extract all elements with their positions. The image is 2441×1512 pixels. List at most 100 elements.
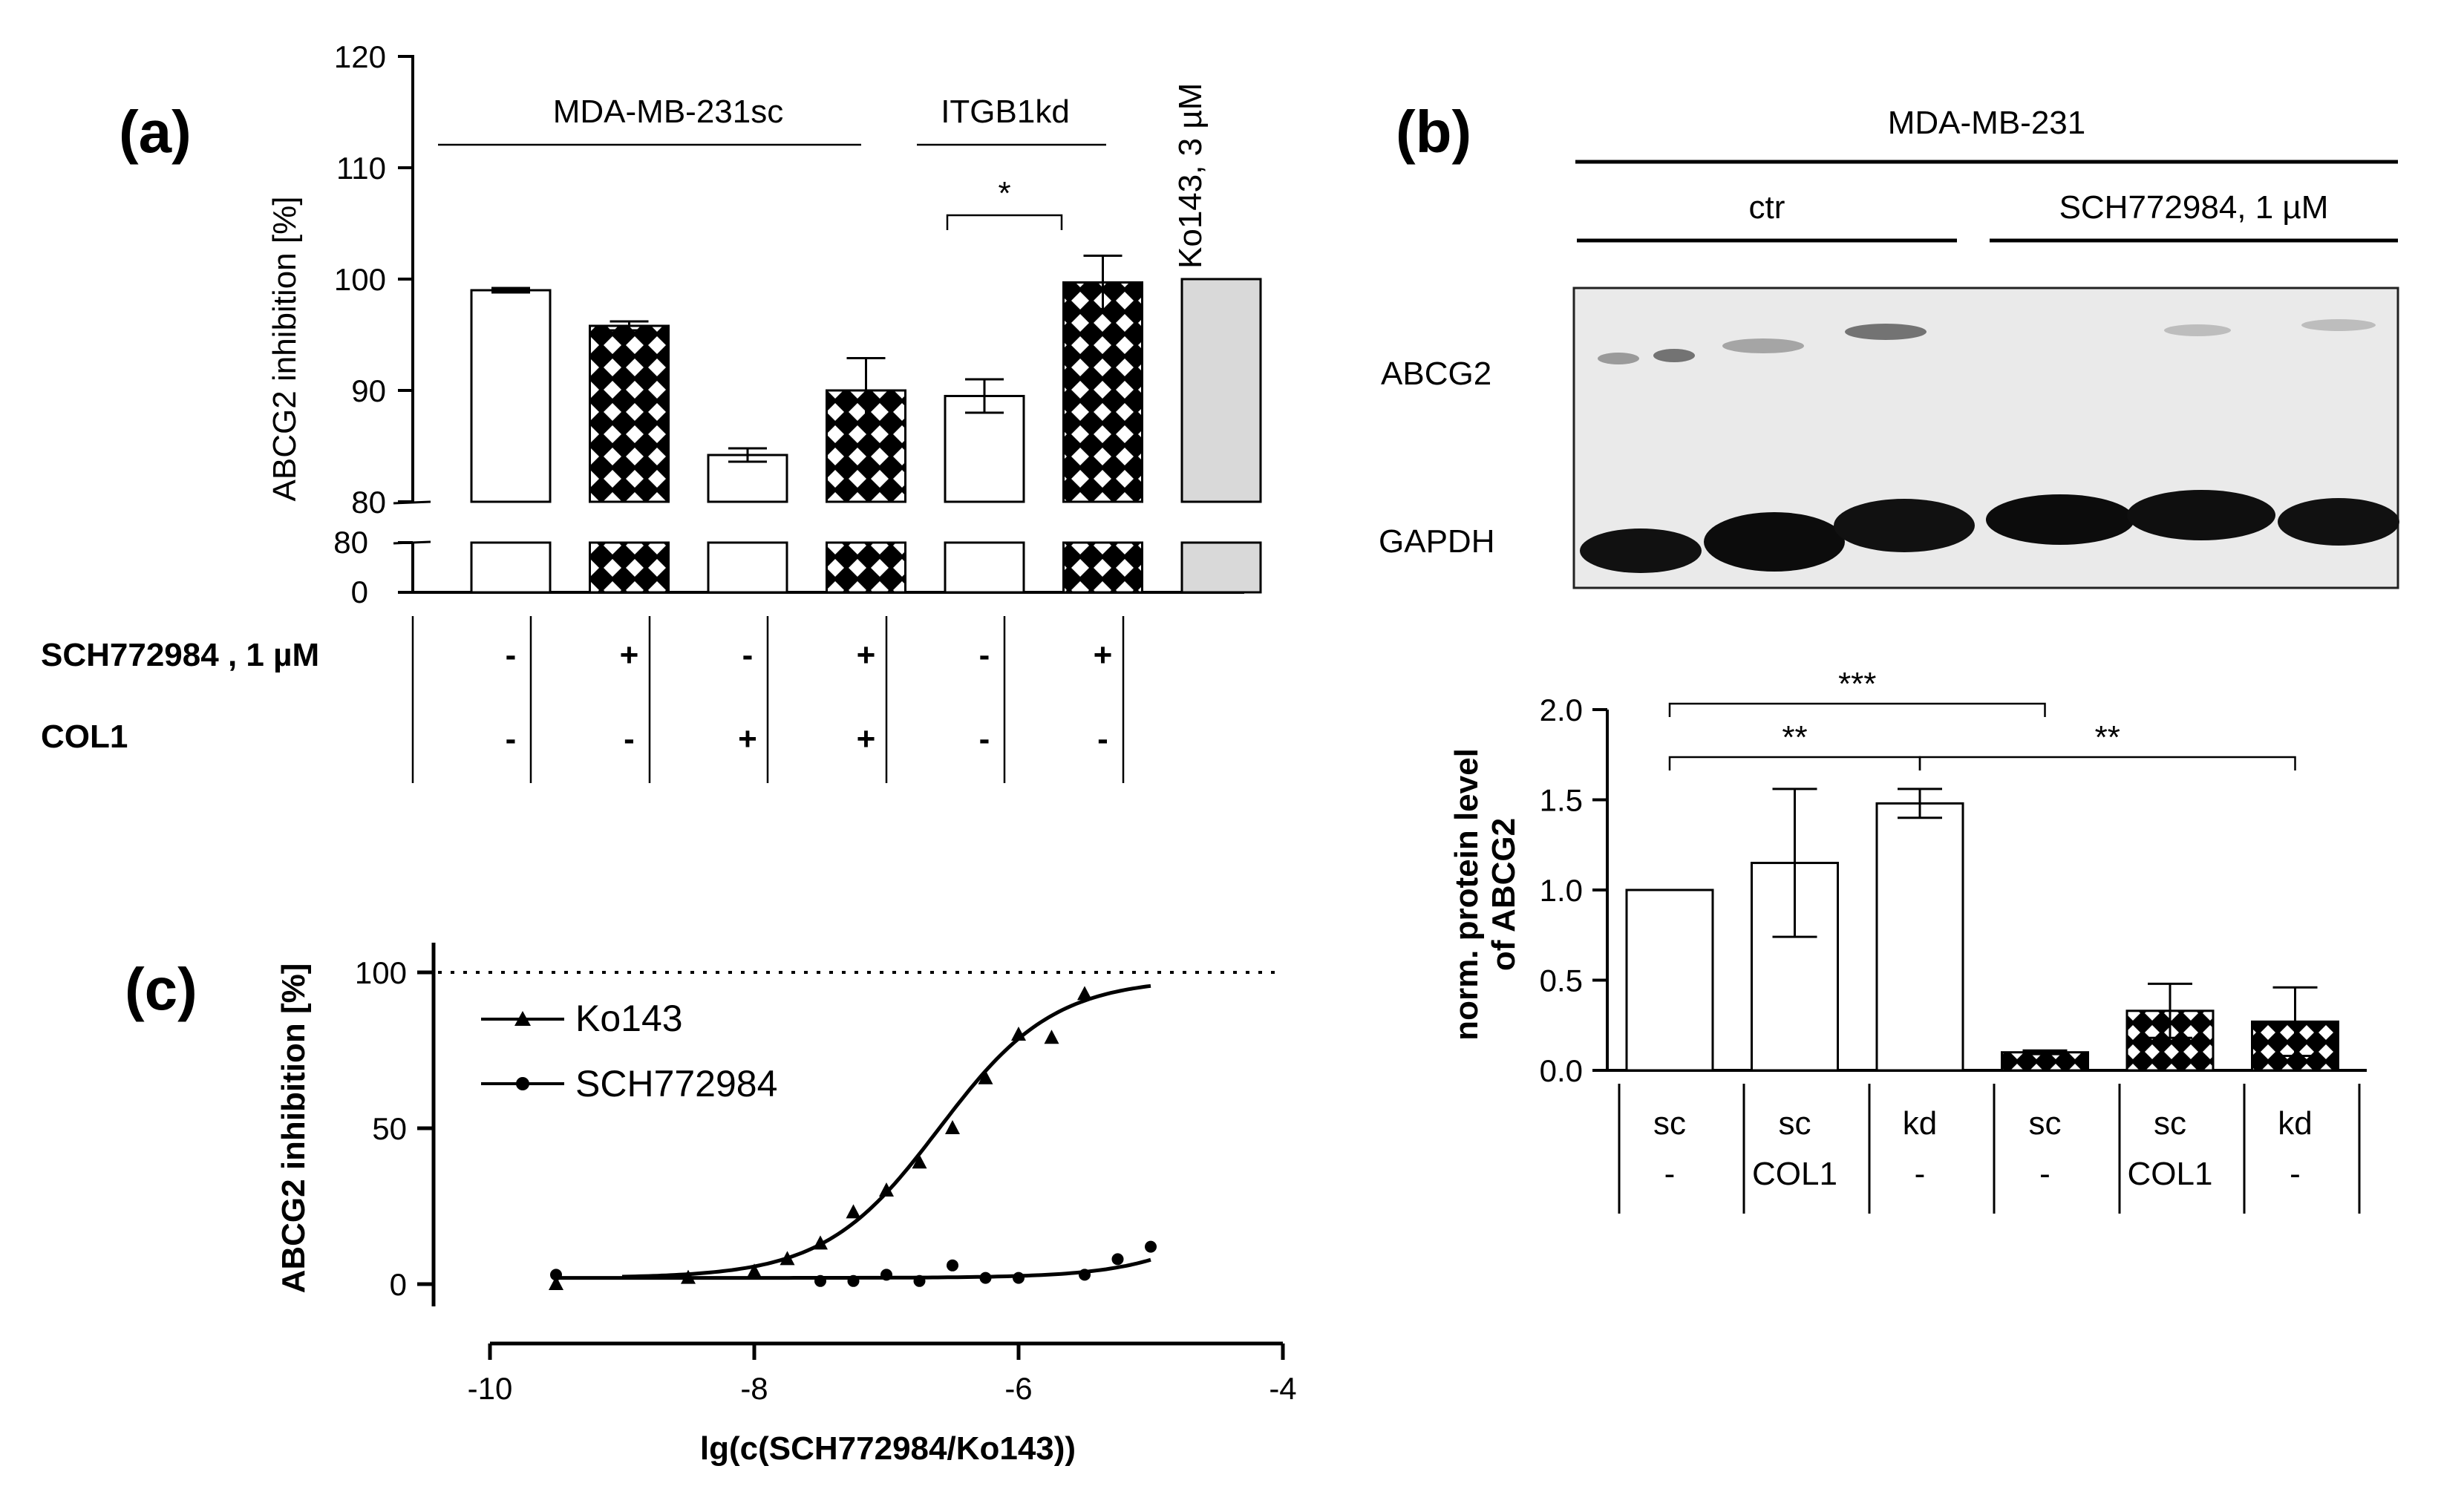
panel-b-significance: ***** ** — [1668, 666, 2296, 770]
panel-a-bar-lower — [1062, 541, 1143, 594]
legend-triangle-marker — [514, 1011, 531, 1026]
panel-c-legend: Ko143 SCH772984 — [481, 998, 777, 1104]
panel-b-y-tick-label: 0.5 — [1540, 963, 1583, 998]
group-label-itgb1kd: ITGB1kd — [941, 94, 1070, 130]
panel-a-condition-value: - — [979, 721, 990, 757]
panel-a-condition-value: + — [1094, 637, 1113, 673]
panel-b-bar — [1875, 802, 1964, 1072]
panel-b-y-axis-label: norm. protein level of ABCG2 — [1448, 748, 1522, 1041]
panel-b-category-row2: COL1 — [2128, 1156, 2213, 1192]
condition-label-sch: SCH772984 , 1 µM — [41, 637, 319, 673]
panel-a-y-tick-label: 120 — [334, 39, 386, 74]
blot-band-abcg2: ABCG2 — [1381, 356, 1491, 392]
panel-b-y-tick-label: 1.0 — [1540, 873, 1583, 908]
panel-b-category-row2: - — [1664, 1156, 1676, 1192]
panel-b-y-ticks: 2.0 1.5 1.0 0.5 0.0 — [1540, 693, 1607, 1088]
panel-b-category-row1: sc — [1779, 1105, 1811, 1142]
group-label-mda: MDA-MB-231sc — [553, 94, 784, 130]
data-point-ko143 — [780, 1251, 795, 1266]
data-point-ko143 — [747, 1263, 762, 1278]
panel-b-y-axis-label-line2: of ABCG2 — [1486, 818, 1522, 971]
panel-a-condition-value: + — [620, 637, 639, 673]
panel-c-y-tick-label: 0 — [390, 1267, 407, 1302]
data-point-ko143 — [912, 1154, 927, 1169]
data-point-ko143 — [1077, 986, 1092, 1001]
data-point-sch772984 — [947, 1259, 958, 1272]
data-point-ko143 — [681, 1269, 696, 1284]
panel-a-y-tick-label: 100 — [334, 262, 386, 297]
panel-c-x-tick-label: -4 — [1269, 1371, 1296, 1406]
panel-a-condition-value: - — [624, 721, 635, 757]
panel-b-category-row2: - — [2290, 1156, 2301, 1192]
panel-a-lower-tick-0: 0 — [351, 575, 368, 609]
panel-c-x-tick-label: -6 — [1004, 1371, 1032, 1406]
panel-label-c: (c) — [125, 956, 197, 1022]
panel-a-bar — [1180, 278, 1262, 503]
panel-b-significance-bracket — [1918, 756, 2296, 770]
panel-a-bar — [470, 289, 552, 503]
data-point-ko143 — [945, 1120, 960, 1134]
panel-b-y-axis-label-line1: norm. protein level — [1448, 748, 1485, 1041]
panel-c-axes — [431, 943, 1283, 1346]
panel-b-y-tick-label: 2.0 — [1540, 693, 1583, 727]
panel-b-category-row2: COL1 — [1752, 1156, 1837, 1192]
panel-a-bar — [589, 324, 670, 503]
data-point-sch772984 — [1145, 1240, 1157, 1253]
data-point-sch772984 — [1111, 1253, 1124, 1266]
panel-a-y-tick-label: 80 — [351, 485, 386, 520]
panel-a-y-tick-label: 90 — [351, 373, 386, 408]
blot-cell-line: MDA-MB-231 — [1888, 105, 2086, 141]
panel-c-x-tick-label: -8 — [740, 1371, 768, 1406]
panel-b: (b) MDA-MB-231 ctr SCH772984, 1 µM ABCG2… — [1379, 99, 2399, 1214]
panel-a-bar-lower — [944, 541, 1025, 594]
panel-b-category-row1: sc — [2154, 1105, 2186, 1142]
data-point-ko143 — [1044, 1030, 1059, 1044]
panel-b-bar — [1625, 888, 1714, 1072]
blot-group-ctr: ctr — [1749, 189, 1785, 226]
panel-a-condition-value: + — [857, 721, 876, 757]
legend-sch772984: SCH772984 — [575, 1063, 777, 1104]
panel-a-y-ticks: 120 110 100 90 80 — [334, 39, 413, 520]
data-point-ko143 — [879, 1182, 894, 1197]
panel-a-y-axis-label: ABCG2 inhibition [%] — [267, 197, 303, 502]
panel-a-condition-table: SCH772984 , 1 µM COL1 - + - + - + - - + + - - — [41, 616, 1125, 783]
ko143-bar-label: Ko143, 3 µM — [1172, 83, 1209, 269]
panel-b-bar — [2001, 1051, 2089, 1072]
panel-b-y-tick-label: 0.0 — [1540, 1053, 1583, 1088]
panel-b-category-table: sc sc kd sc sc kd - COL1 - - COL1 - — [1618, 1084, 2361, 1214]
panel-a-bar-lower — [1180, 541, 1262, 594]
data-point-sch772984 — [880, 1269, 892, 1281]
blot-band-gapdh: GAPDH — [1379, 523, 1494, 560]
panel-c-x-tick-label: -10 — [468, 1371, 513, 1406]
panel-b-category-row1: kd — [2278, 1105, 2312, 1142]
panel-c-ticks: -10 -8 -6 -4 100 50 0 — [355, 955, 1297, 1406]
panel-b-significance-bracket — [1668, 702, 2046, 717]
data-point-ko143 — [549, 1276, 563, 1290]
data-point-sch772984 — [1013, 1272, 1025, 1284]
panel-a-condition-value: - — [979, 637, 990, 673]
data-point-ko143 — [1011, 1027, 1026, 1041]
panel-b-category-row1: sc — [2029, 1105, 2062, 1142]
data-point-sch772984 — [979, 1272, 992, 1284]
panel-a-lower-tick-80: 80 — [333, 525, 368, 560]
significance-bracket-a — [946, 214, 1063, 230]
legend-ko143: Ko143 — [575, 998, 683, 1039]
data-point-sch772984 — [847, 1274, 860, 1287]
data-point-ko143 — [978, 1070, 993, 1084]
panel-b-axes — [1606, 710, 2367, 1072]
panel-label-b: (b) — [1396, 99, 1471, 165]
panel-a-condition-value: - — [506, 637, 517, 673]
western-blot-image — [1572, 287, 2399, 589]
panel-b-bars — [1625, 788, 2339, 1072]
panel-b-significance-label: *** — [1838, 666, 1876, 702]
panel-c-data-points — [549, 986, 1157, 1290]
panel-b-significance-label: ** — [2095, 719, 2120, 756]
panel-a-condition-value: + — [857, 637, 876, 673]
panel-a-y-tick-label: 110 — [336, 151, 386, 186]
data-point-sch772984 — [1079, 1269, 1091, 1281]
panel-c-y-tick-label: 100 — [355, 955, 407, 990]
panel-a-condition-value: - — [742, 637, 754, 673]
panel-a-bar — [1062, 281, 1143, 503]
panel-a-condition-value: - — [506, 721, 517, 757]
